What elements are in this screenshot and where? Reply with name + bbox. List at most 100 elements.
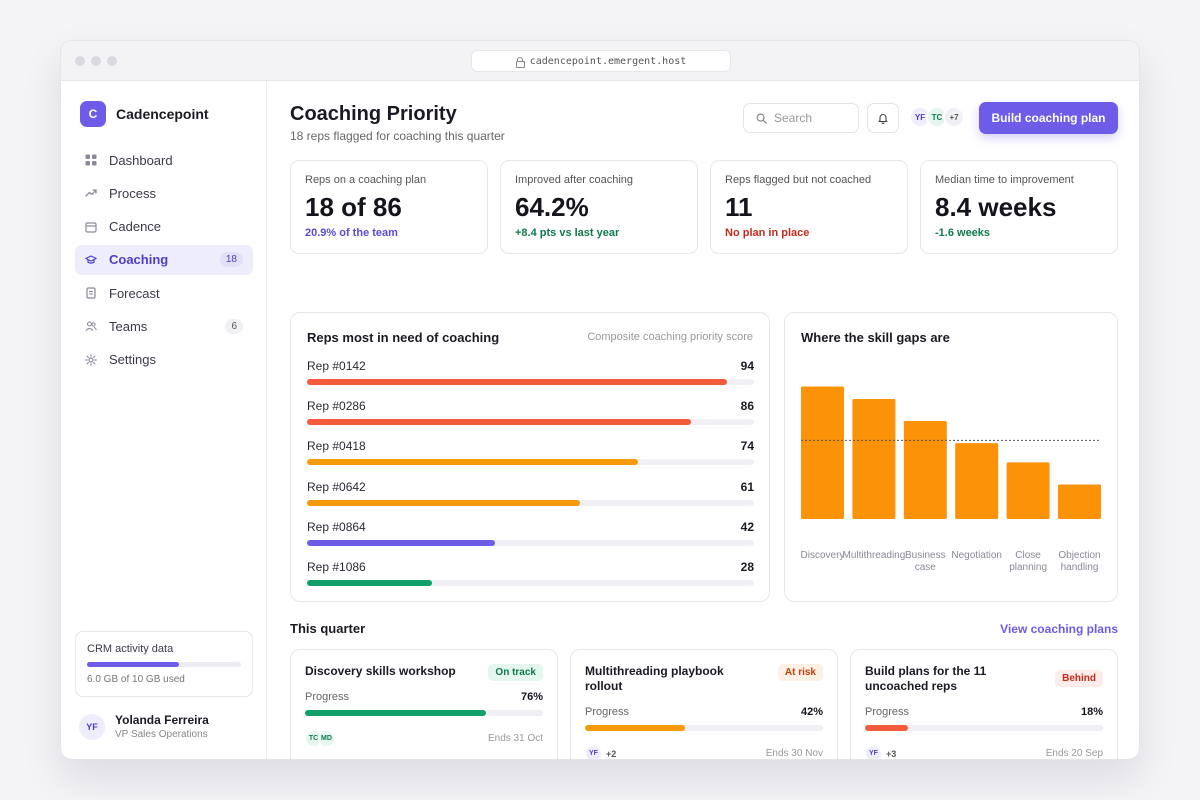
sidebar-item-label: Process [109, 185, 156, 201]
list-item[interactable]: Rep #0418 74 [307, 439, 754, 469]
document-icon [85, 287, 97, 299]
sidebar-item-settings[interactable]: Settings [75, 345, 253, 375]
score-bar-fill [307, 580, 433, 586]
address-bar[interactable]: cadencepoint.emergent.host [471, 50, 731, 72]
tick-label: Negotiation [951, 550, 1002, 561]
score-bar-track [307, 459, 754, 466]
chart-bar[interactable] [852, 398, 896, 519]
storage-card: CRM activity data 6.0 GB of 10 GB used [75, 631, 253, 697]
more-collaborators-badge: +7 [943, 106, 965, 128]
more-members-count: +2 [606, 748, 617, 759]
tick-label: Objection handling [1058, 550, 1100, 573]
sidebar-item-dashboard[interactable]: Dashboard [75, 145, 253, 175]
kpi-value: 8.4 weeks [935, 192, 1057, 222]
avatar: YF [909, 106, 931, 128]
kpi-label: Median time to improvement [935, 174, 1074, 186]
reps-panel-note: Composite coaching priority score [587, 331, 753, 343]
score-bar-track [307, 499, 754, 506]
kpi-delta: 20.9% of the team [305, 227, 398, 239]
notifications-button[interactable] [867, 103, 899, 133]
progress-value: 76% [520, 691, 543, 703]
list-item[interactable]: Rep #0286 86 [307, 399, 754, 429]
search-input[interactable]: Search [743, 103, 859, 133]
brand[interactable]: C Cadencepoint [80, 101, 209, 127]
chart-bar[interactable] [801, 386, 844, 519]
sidebar-item-forecast[interactable]: Forecast [75, 278, 253, 308]
chart-bar[interactable] [903, 421, 947, 519]
rep-score: 94 [740, 359, 754, 373]
sidebar-nav: Dashboard Process Cadence Coaching 18 Forecas… [75, 145, 253, 378]
brand-name: Cadencepoint [116, 106, 209, 122]
sidebar-item-coaching[interactable]: Coaching 18 [75, 244, 253, 275]
sidebar-item-process[interactable]: Process [75, 178, 253, 208]
storage-meter-fill [87, 662, 180, 667]
progress-value: 18% [1080, 706, 1103, 718]
grid-icon [85, 154, 97, 166]
collaborator-avatars[interactable]: YF TC +7 [909, 106, 965, 128]
end-date: Ends 31 Oct [487, 733, 543, 744]
sidebar-item-teams[interactable]: Teams 6 [75, 311, 253, 341]
user-name: Yolanda Ferreira [115, 713, 209, 727]
window-close-dot[interactable] [75, 56, 85, 66]
chart-bar[interactable] [955, 443, 999, 519]
tick-label: Discovery [801, 550, 845, 561]
main-content: Coaching Priority 18 reps flagged for co… [267, 81, 1139, 759]
view-coaching-plans-link[interactable]: View coaching plans [1000, 622, 1118, 636]
chart-bar[interactable] [1006, 462, 1050, 519]
progress-bar-fill [865, 725, 908, 731]
graduation-cap-icon [85, 254, 97, 266]
list-item[interactable]: Rep #0142 94 [307, 359, 754, 389]
chart-bar[interactable] [1058, 484, 1101, 520]
build-coaching-plan-button[interactable]: Build coaching plan [979, 102, 1118, 134]
chart-title: Where the skill gaps are [801, 330, 950, 345]
page-subtitle: 18 reps flagged for coaching this quarte… [290, 129, 505, 143]
count-badge: 18 [219, 252, 243, 268]
initiative-owners: YF +3 [865, 745, 896, 759]
list-item[interactable]: Rep #1086 28 [307, 560, 754, 590]
progress-bar [585, 725, 823, 731]
initiative-card[interactable]: Build plans for the 11 uncoached reps Beh… [850, 649, 1118, 759]
score-bar-fill [307, 499, 580, 506]
sidebar-item-label: Settings [109, 352, 156, 368]
initiative-card[interactable]: Multithreading playbook rollout At risk Pr… [570, 649, 838, 759]
kpi-value: 18 of 86 [305, 192, 402, 222]
status-badge: On track [488, 664, 543, 681]
progress-label: Progress [865, 706, 910, 718]
kpi-delta: +8.4 pts vs last year [515, 227, 620, 239]
skill-gaps-panel: Where the skill gaps are Discovery Multit… [784, 312, 1118, 602]
initiative-card[interactable]: Discovery skills workshop On track Progres… [290, 649, 558, 759]
window-maximize-dot[interactable] [107, 56, 117, 66]
rep-label: Rep #1086 [307, 560, 366, 574]
kpi-label: Reps flagged but not coached [725, 174, 872, 186]
list-item[interactable]: Rep #0642 61 [307, 480, 754, 510]
reps-panel-title: Reps most in need of coaching [307, 330, 500, 345]
progress-value: 42% [800, 706, 823, 718]
user-profile[interactable]: YF Yolanda Ferreira VP Sales Operations [79, 713, 209, 740]
progress-label: Progress [585, 706, 630, 718]
rep-score: 61 [740, 479, 754, 494]
rep-label: Rep #0142 [307, 359, 366, 373]
user-role: VP Sales Operations [115, 729, 208, 740]
rep-score: 28 [740, 560, 754, 574]
avatar: YF [585, 745, 602, 759]
list-item[interactable]: Rep #0864 42 [307, 520, 754, 550]
rep-label: Rep #0864 [307, 519, 366, 534]
url-text: cadencepoint.emergent.host [529, 55, 687, 67]
progress-bar-fill [585, 725, 685, 731]
sidebar: C Cadencepoint Dashboard Process Cadence Co… [61, 81, 267, 759]
rep-score: 74 [740, 439, 754, 454]
count-badge: 6 [225, 318, 243, 334]
storage-title: CRM activity data [87, 643, 174, 655]
sidebar-item-label: Dashboard [109, 152, 173, 168]
calendar-icon [85, 221, 97, 233]
sidebar-item-label: Cadence [109, 219, 162, 235]
initiative-title: Discovery skills workshop [305, 664, 456, 678]
brand-logo: C [80, 101, 106, 127]
tick-label: Multithreading [842, 550, 905, 561]
search-icon [756, 113, 767, 124]
window-minimize-dot[interactable] [91, 56, 101, 66]
reps-panel: Reps most in need of coaching Composite … [290, 312, 770, 602]
sidebar-item-cadence[interactable]: Cadence [75, 212, 253, 242]
tick-label: Close planning [1009, 550, 1047, 573]
progress-bar-fill [305, 710, 486, 716]
